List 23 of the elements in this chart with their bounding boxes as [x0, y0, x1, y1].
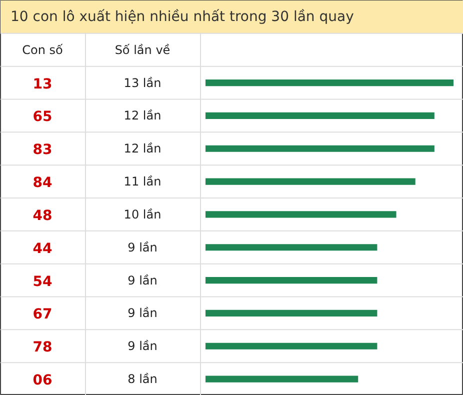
data-label: 11 lần	[124, 174, 162, 189]
chart-title: 10 con lô xuất hiện nhiều nhất trong 30 lần quay	[10, 8, 354, 25]
data-label: 10 lần	[124, 207, 162, 222]
data-label: 9 lần	[128, 273, 158, 288]
y-tick-label: 78	[32, 340, 52, 356]
data-label: 9 lần	[128, 240, 158, 254]
y-tick-label: 13	[32, 76, 52, 92]
data-label: 12 lần	[124, 142, 162, 156]
y-tick-label: 54	[32, 274, 52, 290]
y-tick-label: 84	[32, 175, 52, 192]
data-label: 8 lần	[128, 372, 158, 386]
text: Con số	[22, 42, 64, 57]
y-tick-label: 67	[32, 306, 52, 323]
y-tick-label: 83	[32, 142, 52, 158]
text: Số lần về	[114, 42, 170, 57]
data-label: 9 lần	[128, 339, 158, 354]
data-label: 12 lần	[124, 108, 162, 123]
y-tick-label: 06	[32, 372, 52, 389]
data-label: 9 lần	[128, 306, 158, 320]
y-tick-label: 44	[32, 240, 52, 257]
data-label: 13 lần	[124, 76, 162, 90]
y-tick-label: 65	[32, 109, 52, 126]
y-tick-label: 48	[32, 208, 52, 224]
